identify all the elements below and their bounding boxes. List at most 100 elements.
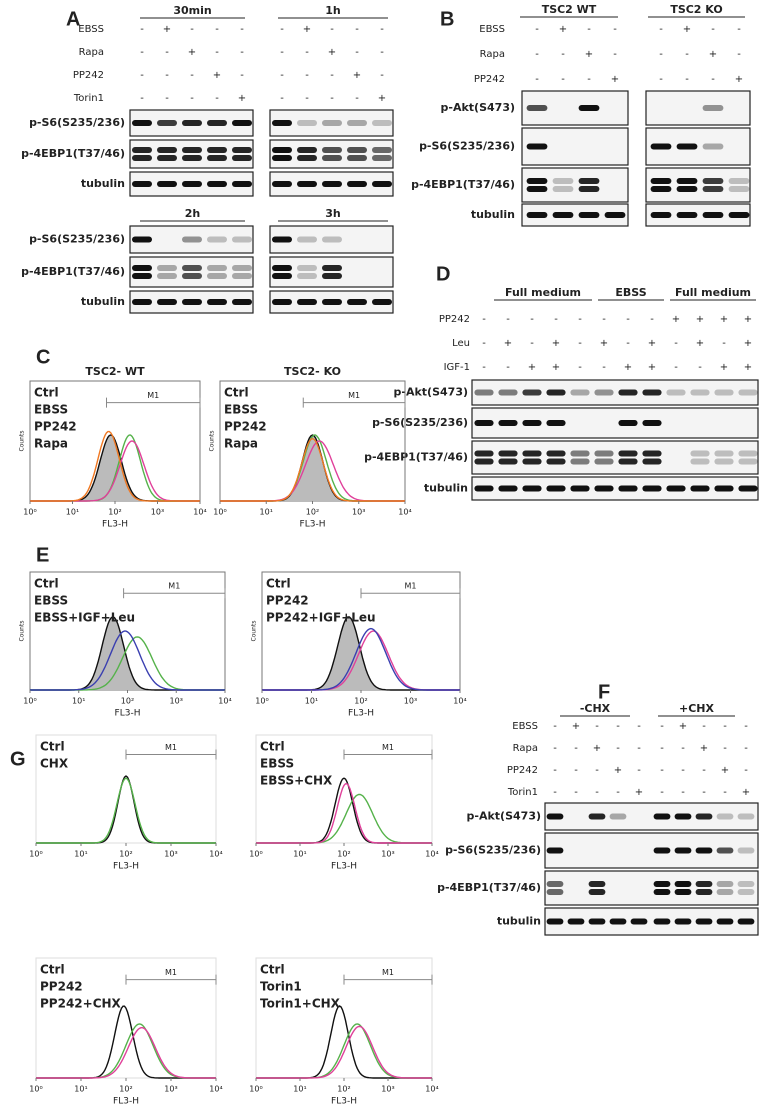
sign: - — [574, 765, 578, 776]
band — [132, 236, 152, 243]
blot-label: tubulin — [81, 295, 125, 308]
band — [653, 813, 671, 820]
legend-entry: EBSS — [34, 403, 68, 417]
legend-entry: PP242 — [34, 420, 77, 434]
gate-label: M1 — [165, 743, 177, 752]
band — [207, 120, 227, 126]
blot-frame — [645, 167, 751, 203]
legend-entry: CHX — [40, 757, 69, 771]
sign: + — [328, 47, 336, 58]
sign: + — [353, 70, 361, 81]
band — [714, 450, 734, 457]
sign: - — [578, 314, 582, 325]
condition-label: PP242 — [73, 70, 104, 81]
band — [522, 458, 542, 465]
group-title: 1h — [325, 4, 341, 17]
gate-label: M1 — [165, 968, 177, 977]
sign: - — [744, 721, 748, 732]
band — [714, 485, 734, 492]
legend-entry: Ctrl — [260, 963, 285, 977]
y-axis-label: Counts — [251, 621, 258, 642]
sign: - — [595, 787, 599, 798]
band — [594, 389, 614, 396]
sign: + — [303, 24, 311, 35]
band — [207, 147, 227, 153]
band — [642, 389, 662, 396]
gate-label: M1 — [382, 743, 394, 752]
sign: - — [681, 765, 685, 776]
band — [232, 236, 252, 243]
band — [207, 181, 227, 187]
sign: + — [163, 24, 171, 35]
blot-label: p-S6(S235/236) — [372, 416, 468, 429]
band — [347, 155, 367, 161]
band — [372, 147, 392, 153]
condition-label: IGF-1 — [444, 362, 470, 373]
sign: - — [660, 721, 664, 732]
band — [526, 212, 548, 218]
blot-frame — [471, 379, 759, 406]
band — [498, 458, 518, 465]
blot-label: p-Akt(S473) — [467, 810, 541, 823]
panel-letter: A — [66, 8, 80, 30]
band — [695, 847, 713, 854]
gate-label: M1 — [168, 582, 180, 591]
histogram-curve — [30, 430, 200, 502]
histogram-curve — [256, 777, 432, 844]
sign: + — [188, 47, 196, 58]
sign: - — [637, 765, 641, 776]
histogram-curve — [262, 627, 460, 691]
legend-entry: Ctrl — [34, 577, 59, 591]
band — [676, 186, 698, 192]
condition-label: PP242 — [439, 314, 470, 325]
sign: - — [685, 74, 689, 85]
sign: + — [528, 362, 536, 373]
band — [322, 265, 342, 271]
x-tick-label: 10⁴ — [425, 1085, 438, 1094]
x-tick-label: 10³ — [404, 697, 417, 706]
condition-label: Rapa — [79, 47, 104, 58]
band — [666, 389, 686, 396]
sign: - — [140, 70, 144, 81]
band — [552, 186, 574, 192]
band — [132, 181, 152, 187]
band — [322, 120, 342, 126]
sign: + — [721, 765, 729, 776]
band — [322, 236, 342, 243]
sign: - — [190, 24, 194, 35]
band — [372, 181, 392, 187]
band — [546, 458, 566, 465]
legend-entry: PP242+CHX — [40, 997, 122, 1011]
sign: - — [240, 47, 244, 58]
band — [674, 918, 692, 925]
sign: + — [624, 362, 632, 373]
band — [474, 389, 494, 396]
band — [272, 120, 292, 126]
sign: - — [140, 24, 144, 35]
sign: - — [626, 338, 630, 349]
group-title: Full medium — [675, 286, 751, 299]
band — [372, 120, 392, 126]
sign: - — [616, 787, 620, 798]
group-title: 30min — [173, 4, 211, 17]
sign: - — [737, 24, 741, 35]
x-tick-label: 10² — [108, 508, 121, 517]
sign: - — [482, 338, 486, 349]
sign: - — [616, 743, 620, 754]
band — [674, 881, 692, 887]
band — [498, 485, 518, 492]
legend-entry: PP242 — [224, 420, 267, 434]
sign: - — [355, 47, 359, 58]
legend-entry: PP242 — [40, 980, 83, 994]
x-tick-label: 10⁰ — [23, 697, 36, 706]
sign: - — [553, 721, 557, 732]
histogram-curve — [220, 437, 405, 502]
sign: - — [723, 787, 727, 798]
band — [570, 458, 590, 465]
x-tick-label: 10⁴ — [425, 850, 438, 859]
sign: - — [215, 93, 219, 104]
sign: - — [711, 74, 715, 85]
band — [546, 889, 564, 895]
y-axis-label: Counts — [209, 431, 216, 452]
band — [322, 147, 342, 153]
